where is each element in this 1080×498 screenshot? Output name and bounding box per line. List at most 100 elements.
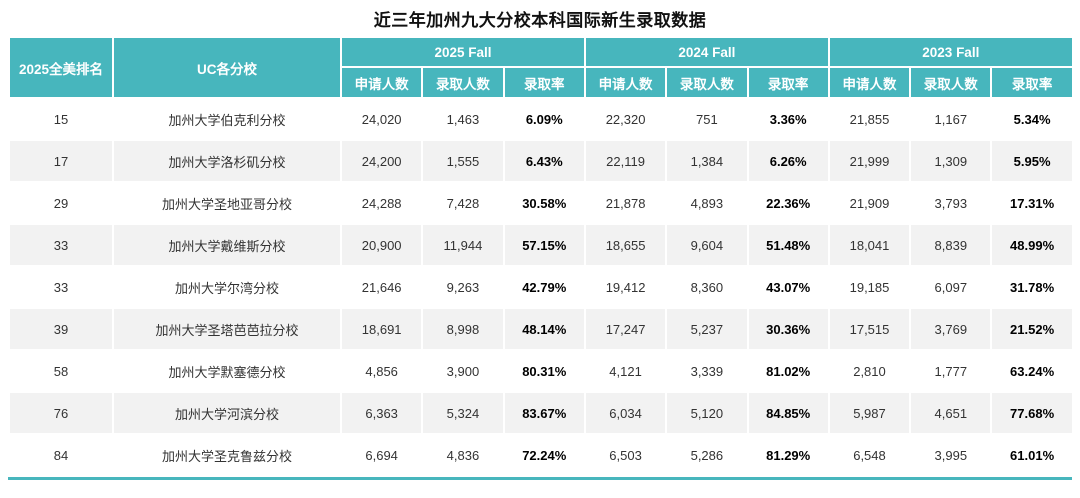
- rate-cell: 51.48%: [746, 223, 830, 267]
- table-row: 29 加州大学圣地亚哥分校 24,288 7,428 30.58% 21,878 4,893…: [8, 181, 1074, 225]
- rate-cell: 30.58%: [502, 181, 586, 225]
- rate-cell: 81.02%: [746, 349, 830, 393]
- count-cell: 5,237: [665, 307, 749, 351]
- count-cell: 8,998: [421, 307, 505, 351]
- table-row: 33 加州大学戴维斯分校 20,900 11,944 57.15% 18,655 9,604…: [8, 223, 1074, 267]
- rank-cell: 76: [8, 391, 114, 435]
- count-cell: 1,555: [421, 139, 505, 183]
- header-group-2024-fall: 2024 Fall: [583, 36, 830, 68]
- header-admitted-2025: 录取人数: [421, 66, 505, 99]
- page-title: 近三年加州九大分校本科国际新生录取数据: [373, 11, 707, 30]
- count-cell: 24,200: [339, 139, 424, 183]
- school-cell: 加州大学伯克利分校: [112, 97, 342, 141]
- count-cell: 19,412: [583, 265, 668, 309]
- count-cell: 4,836: [421, 433, 505, 477]
- count-cell: 6,097: [909, 265, 993, 309]
- rank-cell: 29: [8, 181, 114, 225]
- header-applicants-2025: 申请人数: [339, 66, 424, 99]
- rate-cell: 63.24%: [990, 349, 1074, 393]
- table-row: 58 加州大学默塞德分校 4,856 3,900 80.31% 4,121 3,339 81.…: [8, 349, 1074, 393]
- count-cell: 6,363: [339, 391, 424, 435]
- count-cell: 21,878: [583, 181, 668, 225]
- count-cell: 9,604: [665, 223, 749, 267]
- count-cell: 1,777: [909, 349, 993, 393]
- count-cell: 3,900: [421, 349, 505, 393]
- header-rate-2024: 录取率: [746, 66, 830, 99]
- count-cell: 4,893: [665, 181, 749, 225]
- count-cell: 7,428: [421, 181, 505, 225]
- school-cell: 加州大学默塞德分校: [112, 349, 342, 393]
- table-row: 39 加州大学圣塔芭芭拉分校 18,691 8,998 48.14% 17,247 5,23…: [8, 307, 1074, 351]
- school-cell: 加州大学圣克鲁兹分校: [112, 433, 342, 477]
- count-cell: 8,360: [665, 265, 749, 309]
- rate-cell: 84.85%: [746, 391, 830, 435]
- school-cell: 加州大学圣地亚哥分校: [112, 181, 342, 225]
- rate-cell: 77.68%: [990, 391, 1074, 435]
- header-applicants-2023: 申请人数: [827, 66, 912, 99]
- rate-cell: 30.36%: [746, 307, 830, 351]
- count-cell: 5,286: [665, 433, 749, 477]
- count-cell: 19,185: [827, 265, 912, 309]
- count-cell: 1,463: [421, 97, 505, 141]
- count-cell: 3,793: [909, 181, 993, 225]
- count-cell: 18,041: [827, 223, 912, 267]
- count-cell: 22,320: [583, 97, 668, 141]
- table-header: 2025全美排名 UC各分校 2025 Fall 2024 Fall 2023 …: [8, 36, 1074, 99]
- count-cell: 1,167: [909, 97, 993, 141]
- rate-cell: 3.36%: [746, 97, 830, 141]
- table-row: 84 加州大学圣克鲁兹分校 6,694 4,836 72.24% 6,503 5,286 81…: [8, 433, 1074, 477]
- count-cell: 4,651: [909, 391, 993, 435]
- count-cell: 3,339: [665, 349, 749, 393]
- rate-cell: 72.24%: [502, 433, 586, 477]
- school-cell: 加州大学河滨分校: [112, 391, 342, 435]
- school-cell: 加州大学尔湾分校: [112, 265, 342, 309]
- rate-cell: 57.15%: [502, 223, 586, 267]
- count-cell: 9,263: [421, 265, 505, 309]
- rank-cell: 33: [8, 223, 114, 267]
- header-applicants-2024: 申请人数: [583, 66, 668, 99]
- count-cell: 1,309: [909, 139, 993, 183]
- rate-cell: 6.43%: [502, 139, 586, 183]
- count-cell: 11,944: [421, 223, 505, 267]
- count-cell: 751: [665, 97, 749, 141]
- rate-cell: 48.99%: [990, 223, 1074, 267]
- rate-cell: 81.29%: [746, 433, 830, 477]
- rate-cell: 83.67%: [502, 391, 586, 435]
- rank-cell: 39: [8, 307, 114, 351]
- count-cell: 5,120: [665, 391, 749, 435]
- count-cell: 21,855: [827, 97, 912, 141]
- count-cell: 1,384: [665, 139, 749, 183]
- rate-cell: 6.09%: [502, 97, 586, 141]
- rank-cell: 58: [8, 349, 114, 393]
- table-body: 15 加州大学伯克利分校 24,020 1,463 6.09% 22,320 751 3.36…: [8, 97, 1074, 477]
- count-cell: 21,909: [827, 181, 912, 225]
- count-cell: 21,646: [339, 265, 424, 309]
- rate-cell: 21.52%: [990, 307, 1074, 351]
- count-cell: 4,121: [583, 349, 668, 393]
- header-rank: 2025全美排名: [8, 36, 114, 99]
- count-cell: 5,324: [421, 391, 505, 435]
- table-row: 17 加州大学洛杉矶分校 24,200 1,555 6.43% 22,119 1,384 6.…: [8, 139, 1074, 183]
- header-rate-2023: 录取率: [990, 66, 1074, 99]
- count-cell: 17,515: [827, 307, 912, 351]
- school-cell: 加州大学洛杉矶分校: [112, 139, 342, 183]
- count-cell: 6,034: [583, 391, 668, 435]
- rank-cell: 17: [8, 139, 114, 183]
- header-school: UC各分校: [112, 36, 342, 99]
- count-cell: 24,288: [339, 181, 424, 225]
- admissions-table: 2025全美排名 UC各分校 2025 Fall 2024 Fall 2023 …: [8, 36, 1074, 477]
- count-cell: 20,900: [339, 223, 424, 267]
- rank-cell: 15: [8, 97, 114, 141]
- rate-cell: 6.26%: [746, 139, 830, 183]
- admissions-table-wrap: 2025全美排名 UC各分校 2025 Fall 2024 Fall 2023 …: [8, 36, 1074, 480]
- count-cell: 3,995: [909, 433, 993, 477]
- count-cell: 24,020: [339, 97, 424, 141]
- rank-cell: 33: [8, 265, 114, 309]
- count-cell: 8,839: [909, 223, 993, 267]
- count-cell: 5,987: [827, 391, 912, 435]
- count-cell: 17,247: [583, 307, 668, 351]
- count-cell: 2,810: [827, 349, 912, 393]
- school-cell: 加州大学圣塔芭芭拉分校: [112, 307, 342, 351]
- header-admitted-2023: 录取人数: [909, 66, 993, 99]
